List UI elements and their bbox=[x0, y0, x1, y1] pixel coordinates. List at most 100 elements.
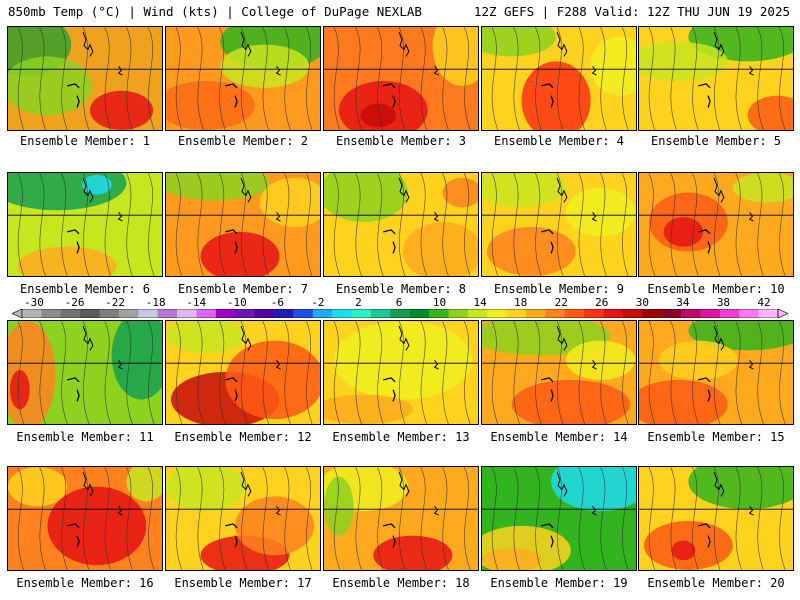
ensemble-member-map bbox=[638, 172, 794, 277]
colorbar-swatch bbox=[526, 309, 546, 318]
colorbar-swatch bbox=[681, 309, 701, 318]
colorbar-swatch bbox=[545, 309, 566, 318]
ensemble-member-map bbox=[638, 466, 794, 571]
ensemble-member-label: Ensemble Member: 4 bbox=[493, 134, 625, 148]
map-title: 850mb Temp (°C) | Wind (kts) | College o… bbox=[8, 4, 422, 19]
ensemble-member-map bbox=[165, 320, 321, 425]
ensemble-member-label: Ensemble Member: 3 bbox=[335, 134, 467, 148]
colorbar-swatch bbox=[99, 309, 120, 318]
ensemble-member-label: Ensemble Member: 17 bbox=[174, 576, 312, 590]
colorbar-swatch bbox=[312, 309, 333, 318]
colorbar-tick: 42 bbox=[757, 296, 771, 309]
ensemble-member-map bbox=[481, 466, 637, 571]
colorbar-swatch bbox=[487, 309, 507, 318]
colorbar-tick: -6 bbox=[270, 296, 284, 309]
colorbar-swatch bbox=[351, 309, 372, 318]
ensemble-member-label: Ensemble Member: 10 bbox=[647, 282, 785, 296]
ensemble-member-map bbox=[638, 26, 794, 131]
ensemble-member-label: Ensemble Member: 12 bbox=[174, 430, 312, 444]
colorbar-swatch bbox=[409, 309, 430, 318]
colorbar-swatch bbox=[448, 309, 469, 318]
colorbar-swatch bbox=[429, 309, 449, 318]
ensemble-member-map bbox=[7, 26, 163, 131]
colorbar-swatch bbox=[196, 309, 217, 318]
ensemble-member-map bbox=[165, 172, 321, 277]
colorbar-swatch bbox=[642, 309, 662, 318]
ensemble-member-label: Ensemble Member: 18 bbox=[332, 576, 470, 590]
colorbar-tick: 26 bbox=[595, 296, 609, 309]
ensemble-member-label: Ensemble Member: 14 bbox=[490, 430, 628, 444]
colorbar-tick: 34 bbox=[676, 296, 690, 309]
colorbar-swatch bbox=[467, 309, 488, 318]
ensemble-member-map bbox=[481, 320, 637, 425]
ensemble-member-map bbox=[481, 172, 637, 277]
colorbar-tick: -2 bbox=[311, 296, 325, 309]
ensemble-member-map bbox=[323, 466, 479, 571]
ensemble-member-map bbox=[7, 466, 163, 571]
colorbar-tick: 38 bbox=[716, 296, 731, 309]
colorbar-swatch bbox=[506, 309, 527, 318]
colorbar-swatch bbox=[157, 309, 178, 318]
colorbar-swatch bbox=[370, 309, 391, 318]
colorbar-tick: -30 bbox=[24, 296, 44, 309]
colorbar-swatch bbox=[661, 309, 682, 318]
model-valid-time: 12Z GEFS | F288 Valid: 12Z THU JUN 19 20… bbox=[473, 4, 790, 19]
ensemble-member-map bbox=[323, 320, 479, 425]
colorbar-tick: -14 bbox=[186, 296, 207, 309]
colorbar-swatch bbox=[177, 309, 197, 318]
colorbar-tick: 30 bbox=[635, 296, 649, 309]
colorbar-swatch bbox=[215, 309, 236, 318]
ensemble-member-map bbox=[165, 26, 321, 131]
ensemble-member-label: Ensemble Member: 2 bbox=[177, 134, 309, 148]
ensemble-member-label: Ensemble Member: 1 bbox=[19, 134, 151, 148]
temperature-colorbar bbox=[12, 309, 788, 318]
colorbar-swatch bbox=[564, 309, 585, 318]
ensemble-member-map bbox=[323, 172, 479, 277]
ensemble-member-label: Ensemble Member: 7 bbox=[177, 282, 309, 296]
ensemble-member-map bbox=[7, 320, 163, 425]
colorbar-swatch bbox=[603, 309, 624, 318]
colorbar-tick: -22 bbox=[105, 296, 126, 309]
colorbar-tick: -18 bbox=[145, 296, 166, 309]
ensemble-member-map bbox=[481, 26, 637, 131]
ensemble-member-map bbox=[638, 320, 794, 425]
ensemble-member-label: Ensemble Member: 20 bbox=[647, 576, 785, 590]
ensemble-member-map bbox=[7, 172, 163, 277]
ensemble-member-map bbox=[165, 466, 321, 571]
ensemble-member-label: Ensemble Member: 9 bbox=[493, 282, 625, 296]
colorbar-swatch bbox=[254, 309, 275, 318]
ensemble-member-label: Ensemble Member: 15 bbox=[647, 430, 785, 444]
colorbar-swatch bbox=[584, 309, 604, 318]
colorbar-tick: 10 bbox=[432, 296, 447, 309]
colorbar-swatch bbox=[235, 309, 255, 318]
colorbar-tick-labels: -30 -26 -22 -18 -14 -10 -6 -2 2 6 10 14 18 22 26 30 34 38… bbox=[0, 296, 800, 309]
colorbar-swatch bbox=[390, 309, 410, 318]
colorbar-swatch bbox=[80, 309, 100, 318]
colorbar-tick: 14 bbox=[473, 296, 487, 309]
colorbar-swatch bbox=[274, 309, 294, 318]
colorbar-tick: -10 bbox=[226, 296, 247, 309]
colorbar-swatch bbox=[138, 309, 158, 318]
ensemble-member-map bbox=[323, 26, 479, 131]
ensemble-member-label: Ensemble Member: 13 bbox=[332, 430, 470, 444]
ensemble-member-label: Ensemble Member: 19 bbox=[490, 576, 628, 590]
colorbar-tick: 22 bbox=[554, 296, 568, 309]
colorbar-swatch bbox=[332, 309, 352, 318]
colorbar-tick: 2 bbox=[355, 296, 362, 309]
colorbar-swatch bbox=[739, 309, 759, 318]
colorbar-swatch bbox=[293, 309, 314, 318]
colorbar-swatch bbox=[700, 309, 721, 318]
colorbar-tick: -26 bbox=[64, 296, 85, 309]
colorbar-tick: 18 bbox=[514, 296, 528, 309]
colorbar-swatch bbox=[22, 309, 42, 318]
ensemble-member-label: Ensemble Member: 11 bbox=[16, 430, 154, 444]
colorbar-swatch bbox=[60, 309, 81, 318]
ensemble-member-label: Ensemble Member: 5 bbox=[650, 134, 782, 148]
colorbar-swatch bbox=[118, 309, 139, 318]
colorbar-swatch bbox=[719, 309, 740, 318]
ensemble-member-label: Ensemble Member: 6 bbox=[19, 282, 151, 296]
colorbar-tick: 6 bbox=[395, 296, 403, 309]
ensemble-member-label: Ensemble Member: 16 bbox=[16, 576, 154, 590]
colorbar-swatch bbox=[41, 309, 62, 318]
colorbar-swatch bbox=[622, 309, 643, 318]
